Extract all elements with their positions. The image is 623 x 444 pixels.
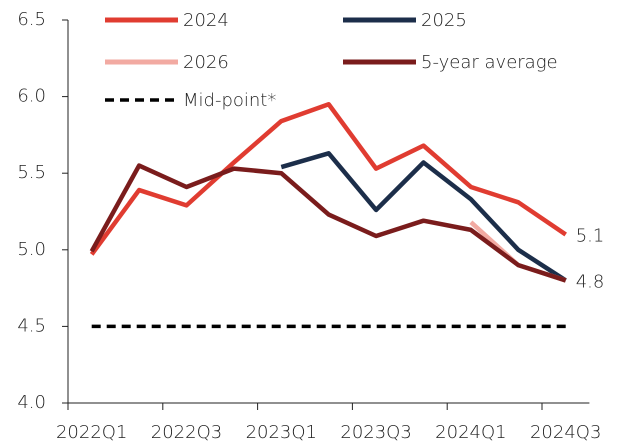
series-line — [89, 102, 567, 256]
annotation: 4.8 — [576, 271, 605, 292]
legend-label: 2026 — [183, 52, 229, 73]
x-tick-label: 2024Q1 — [435, 422, 506, 443]
legend-label: 5-year average — [421, 52, 558, 73]
legend-label: 2025 — [421, 10, 467, 31]
x-tick-label: 2022Q3 — [151, 422, 222, 443]
y-tick-label: 4.5 — [17, 315, 46, 336]
legend-label: Mid-point* — [183, 90, 276, 111]
annotation: 5.1 — [576, 225, 605, 246]
x-tick-label: 2024Q3 — [530, 422, 601, 443]
legend-label: 2024 — [183, 10, 229, 31]
y-tick-label: 4.0 — [17, 392, 46, 413]
y-tick-label: 6.5 — [17, 9, 46, 30]
x-tick-label: 2023Q3 — [340, 422, 411, 443]
y-tick-label: 5.0 — [17, 239, 46, 260]
y-tick-label: 5.5 — [17, 162, 46, 183]
series-line — [89, 163, 567, 283]
x-tick-label: 2022Q1 — [56, 422, 127, 443]
series-line — [280, 151, 567, 283]
x-tick-label: 2023Q1 — [246, 422, 317, 443]
y-tick-label: 6.0 — [17, 86, 46, 107]
